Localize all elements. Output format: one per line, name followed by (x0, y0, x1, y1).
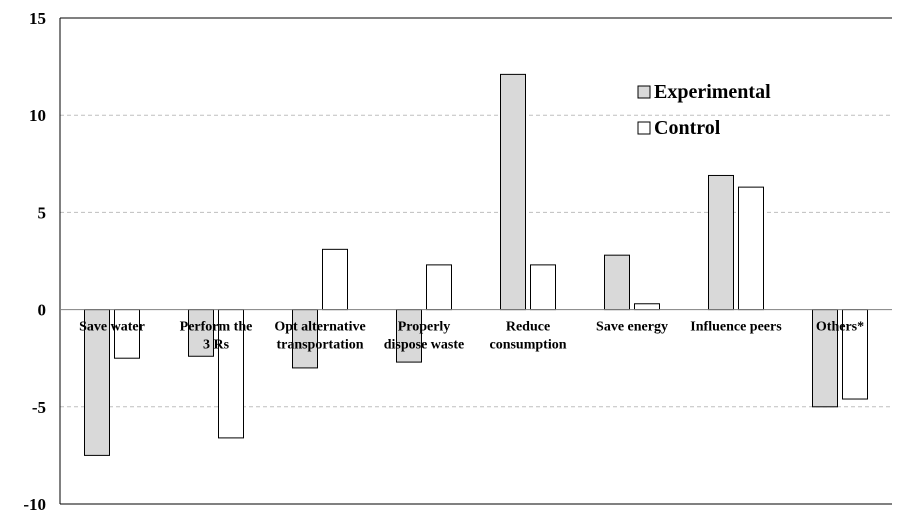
legend: Experimental Control (637, 81, 771, 139)
bar-control (634, 303, 660, 311)
y-tick-label: 0 (38, 301, 47, 320)
category-label: Save water (79, 320, 145, 335)
y-tick-label: 10 (29, 106, 46, 125)
category-label: Save energy (596, 320, 668, 335)
legend-swatch-control (637, 121, 651, 135)
category-label: Perform the 3 Rs (180, 320, 253, 353)
y-tick-label: 5 (38, 203, 47, 222)
category-label: Others* (816, 320, 864, 335)
bar-experimental (396, 309, 422, 363)
y-tick-label: -5 (32, 398, 46, 417)
category-label: Opt alternative transportation (274, 320, 365, 353)
category-labels: Save water Perform the 3 Rs Opt alternative… (79, 320, 864, 353)
legend-label-control: Control (654, 117, 721, 139)
bar-control (738, 186, 764, 311)
category-label: Properly dispose waste (384, 320, 465, 353)
bar-experimental (292, 309, 318, 369)
bar-experimental (812, 309, 838, 408)
legend-swatch-experimental (637, 85, 651, 99)
bar-control (322, 248, 348, 311)
bar-experimental (604, 254, 630, 311)
category-label: Reduce consumption (489, 320, 566, 353)
bar-control (426, 264, 452, 311)
bar-control (530, 264, 556, 311)
bar-control (218, 309, 244, 439)
y-tick-label: 15 (29, 9, 46, 28)
gridlines (60, 114, 892, 408)
bar-control (842, 309, 868, 400)
bars (84, 73, 868, 456)
axes (59, 17, 892, 505)
category-label: Influence peers (690, 320, 782, 335)
bar-experimental (500, 73, 526, 311)
y-tick-label: -10 (23, 495, 46, 510)
bar-experimental (708, 174, 734, 311)
legend-label-experimental: Experimental (654, 81, 771, 103)
y-tick-labels: -10 -5 0 5 10 15 (23, 9, 47, 514)
bar-experimental (84, 309, 110, 456)
